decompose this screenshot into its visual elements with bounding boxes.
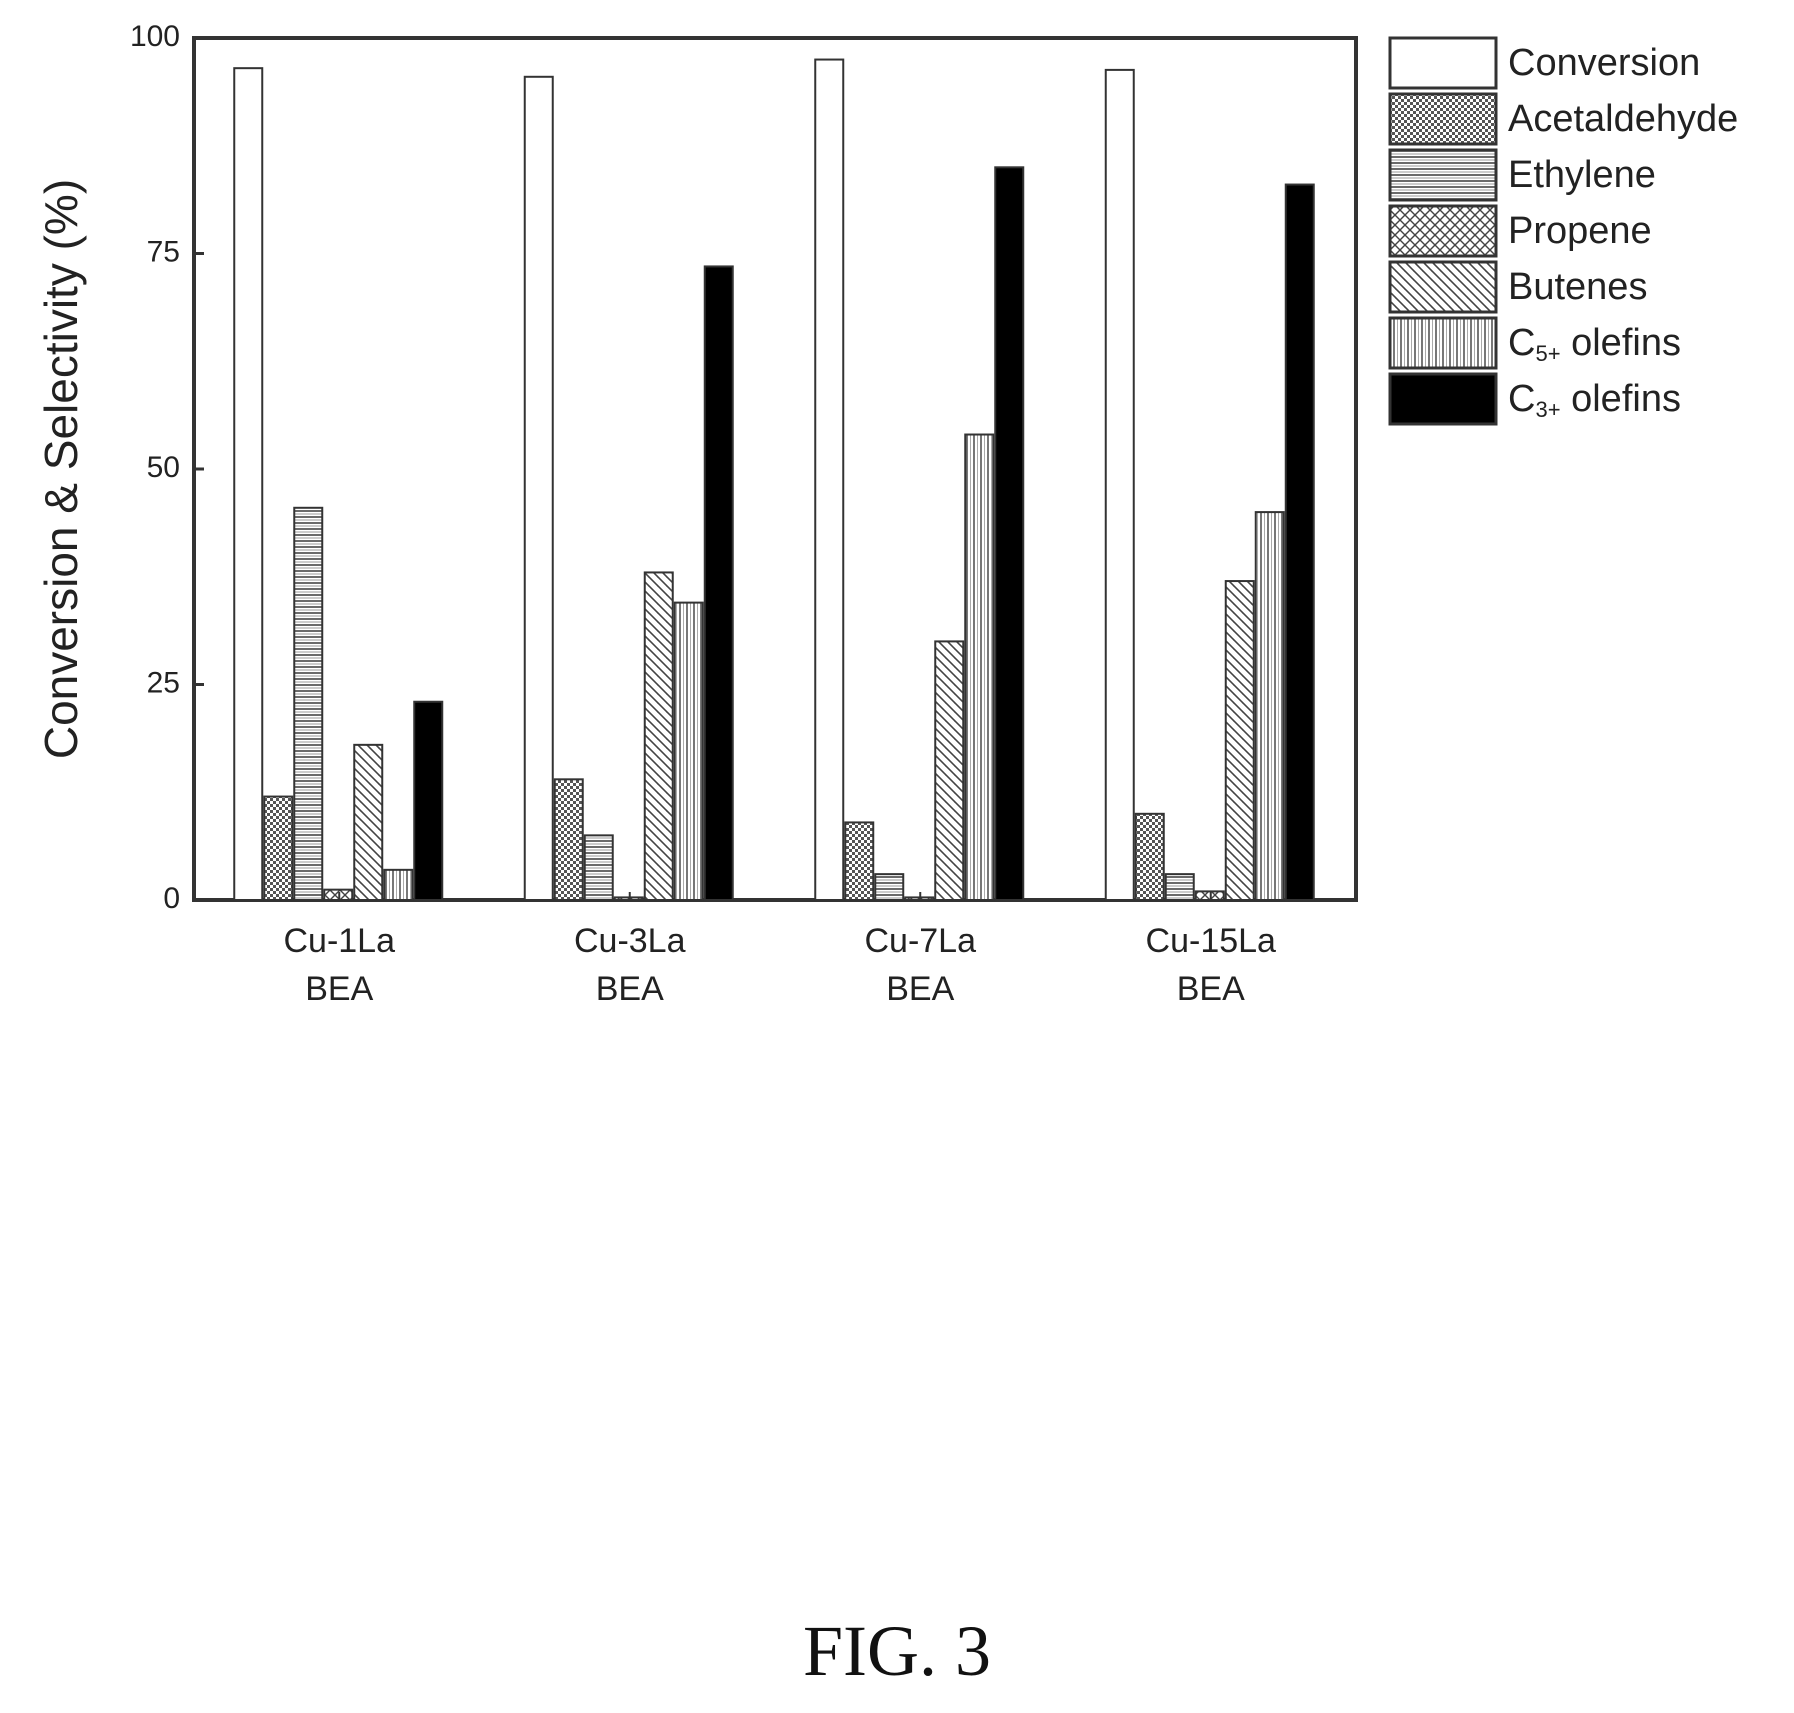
- bar: [263, 795, 294, 901]
- bar: [874, 873, 905, 902]
- legend-label: Conversion: [1508, 42, 1700, 84]
- y-tick-label: 50: [147, 451, 180, 484]
- x-category-label-line2: BEA: [305, 970, 373, 1008]
- x-category-label-line2: BEA: [1177, 970, 1245, 1008]
- bar: [1284, 183, 1315, 902]
- legend-label: Acetaldehyde: [1508, 98, 1738, 140]
- bar: [1254, 511, 1285, 901]
- bar: [383, 868, 414, 902]
- legend-swatch: [1388, 36, 1498, 90]
- y-tick-label: 25: [147, 666, 180, 699]
- y-tick-label: 100: [130, 20, 180, 53]
- legend-label: C5+ olefins: [1508, 322, 1681, 366]
- bar: [1104, 68, 1135, 902]
- y-axis-label: Conversion & Selectivity (%): [35, 179, 87, 759]
- bar: [353, 743, 384, 902]
- x-axis: Cu-1La BEA Cu-3La BEA Cu-7La BEA Cu-15La BEA: [283, 892, 1276, 1008]
- bar: [523, 75, 554, 902]
- figure-caption: FIG. 3: [802, 1611, 991, 1691]
- x-category-label: Cu-15La: [1146, 922, 1277, 960]
- legend: Conversion Acetaldehyde Ethylene Propene But…: [1388, 36, 1738, 426]
- legend-swatch: [1388, 372, 1498, 426]
- legend-swatch: [1388, 260, 1498, 314]
- y-tick-label: 75: [147, 235, 180, 268]
- bar: [233, 67, 264, 902]
- legend-swatch: [1388, 148, 1498, 202]
- y-axis: 0 25 50 75 100: [130, 20, 204, 915]
- legend-label: Propene: [1508, 210, 1652, 252]
- legend-swatch: [1388, 92, 1498, 146]
- bar: [553, 778, 584, 902]
- bar: [1224, 580, 1255, 901]
- bar: [293, 506, 324, 901]
- bars-group: [233, 58, 1315, 902]
- legend-label: Ethylene: [1508, 154, 1656, 196]
- x-category-label-line2: BEA: [886, 970, 954, 1008]
- y-tick-label: 0: [163, 882, 180, 915]
- bar: [844, 821, 875, 901]
- x-category-label: Cu-1La: [283, 922, 395, 960]
- x-category-label: Cu-7La: [864, 922, 976, 960]
- bar: [703, 265, 734, 901]
- bar: [1134, 812, 1165, 901]
- bar: [673, 601, 704, 901]
- bar: [583, 834, 614, 901]
- legend-swatch: [1388, 204, 1498, 258]
- legend-label: Butenes: [1508, 266, 1647, 308]
- bar: [934, 640, 965, 902]
- x-category-label: Cu-3La: [574, 922, 686, 960]
- bar: [413, 700, 444, 901]
- x-category-label-line2: BEA: [596, 970, 664, 1008]
- legend-swatch: [1388, 316, 1498, 370]
- bar: [814, 58, 845, 902]
- bar: [964, 433, 995, 901]
- bar: [1164, 873, 1195, 902]
- bar: [994, 166, 1025, 902]
- legend-label: C3+ olefins: [1508, 378, 1681, 422]
- bar: [643, 571, 674, 901]
